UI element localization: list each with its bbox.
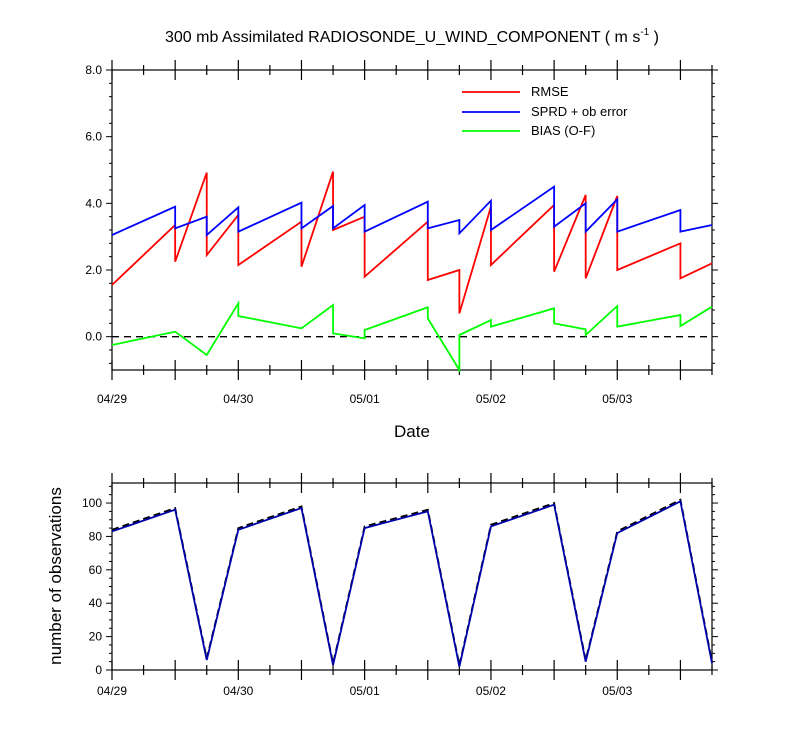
y-tick-label: 2.0 — [85, 263, 102, 277]
x-tick-label: 05/01 — [350, 684, 380, 698]
series-line-sprd-ob-error — [111, 184, 713, 237]
lower-y-axis-title: number of observations — [46, 487, 65, 665]
y-tick-label: 100 — [82, 496, 102, 510]
lower-tick-marks — [106, 473, 718, 680]
x-tick-label: 05/02 — [476, 392, 506, 406]
upper-y-tick-labels: 0.0 2.0 4.0 6.0 8.0 — [85, 63, 102, 344]
x-tick-label: 05/02 — [476, 684, 506, 698]
upper-x-axis-title: Date — [394, 422, 430, 441]
y-tick-label: 6.0 — [85, 130, 102, 144]
lower-plot: 0 20 40 60 80 100 04/29 04/30 05/01 05/02 05/03 n… — [46, 473, 718, 698]
upper-series-group — [111, 171, 713, 374]
legend-label-rmse: RMSE — [531, 84, 569, 99]
series-line-rmse — [111, 171, 713, 314]
upper-tick-marks — [106, 60, 718, 380]
upper-plot: 0.0 2.0 4.0 6.0 8.0 04/29 04/30 05/01 05/02 05/0… — [85, 60, 718, 441]
x-tick-label: 04/29 — [97, 392, 127, 406]
y-tick-label: 8.0 — [85, 63, 102, 77]
lower-series-group — [111, 498, 713, 667]
x-tick-label: 05/01 — [350, 392, 380, 406]
legend: RMSE SPRD + ob error BIAS (O-F) — [462, 84, 628, 138]
lower-x-tick-labels: 04/29 04/30 05/01 05/02 05/03 — [97, 684, 633, 698]
x-tick-label: 04/30 — [223, 684, 253, 698]
y-tick-label: 60 — [89, 563, 103, 577]
lower-y-tick-labels: 0 20 40 60 80 100 — [82, 496, 102, 677]
y-tick-label: 4.0 — [85, 196, 102, 210]
y-tick-label: 40 — [89, 596, 103, 610]
legend-label-sprd: SPRD + ob error — [531, 104, 628, 119]
upper-x-tick-labels: 04/29 04/30 05/01 05/02 05/03 — [97, 392, 633, 406]
y-tick-label: 20 — [89, 630, 103, 644]
chart-title: 300 mb Assimilated RADIOSONDE_U_WIND_COM… — [165, 27, 659, 46]
legend-label-bias: BIAS (O-F) — [531, 123, 595, 138]
x-tick-label: 04/29 — [97, 684, 127, 698]
x-tick-label: 04/30 — [223, 392, 253, 406]
y-tick-label: 80 — [89, 529, 103, 543]
x-tick-label: 05/03 — [602, 684, 632, 698]
x-tick-label: 05/03 — [602, 392, 632, 406]
series-line-bias-o-f — [111, 300, 713, 374]
series-line-assimilated-observations — [111, 500, 713, 667]
upper-plot-frame — [111, 69, 713, 371]
lower-plot-frame — [111, 482, 713, 671]
y-tick-label: 0 — [95, 663, 102, 677]
y-tick-label: 0.0 — [85, 330, 102, 344]
